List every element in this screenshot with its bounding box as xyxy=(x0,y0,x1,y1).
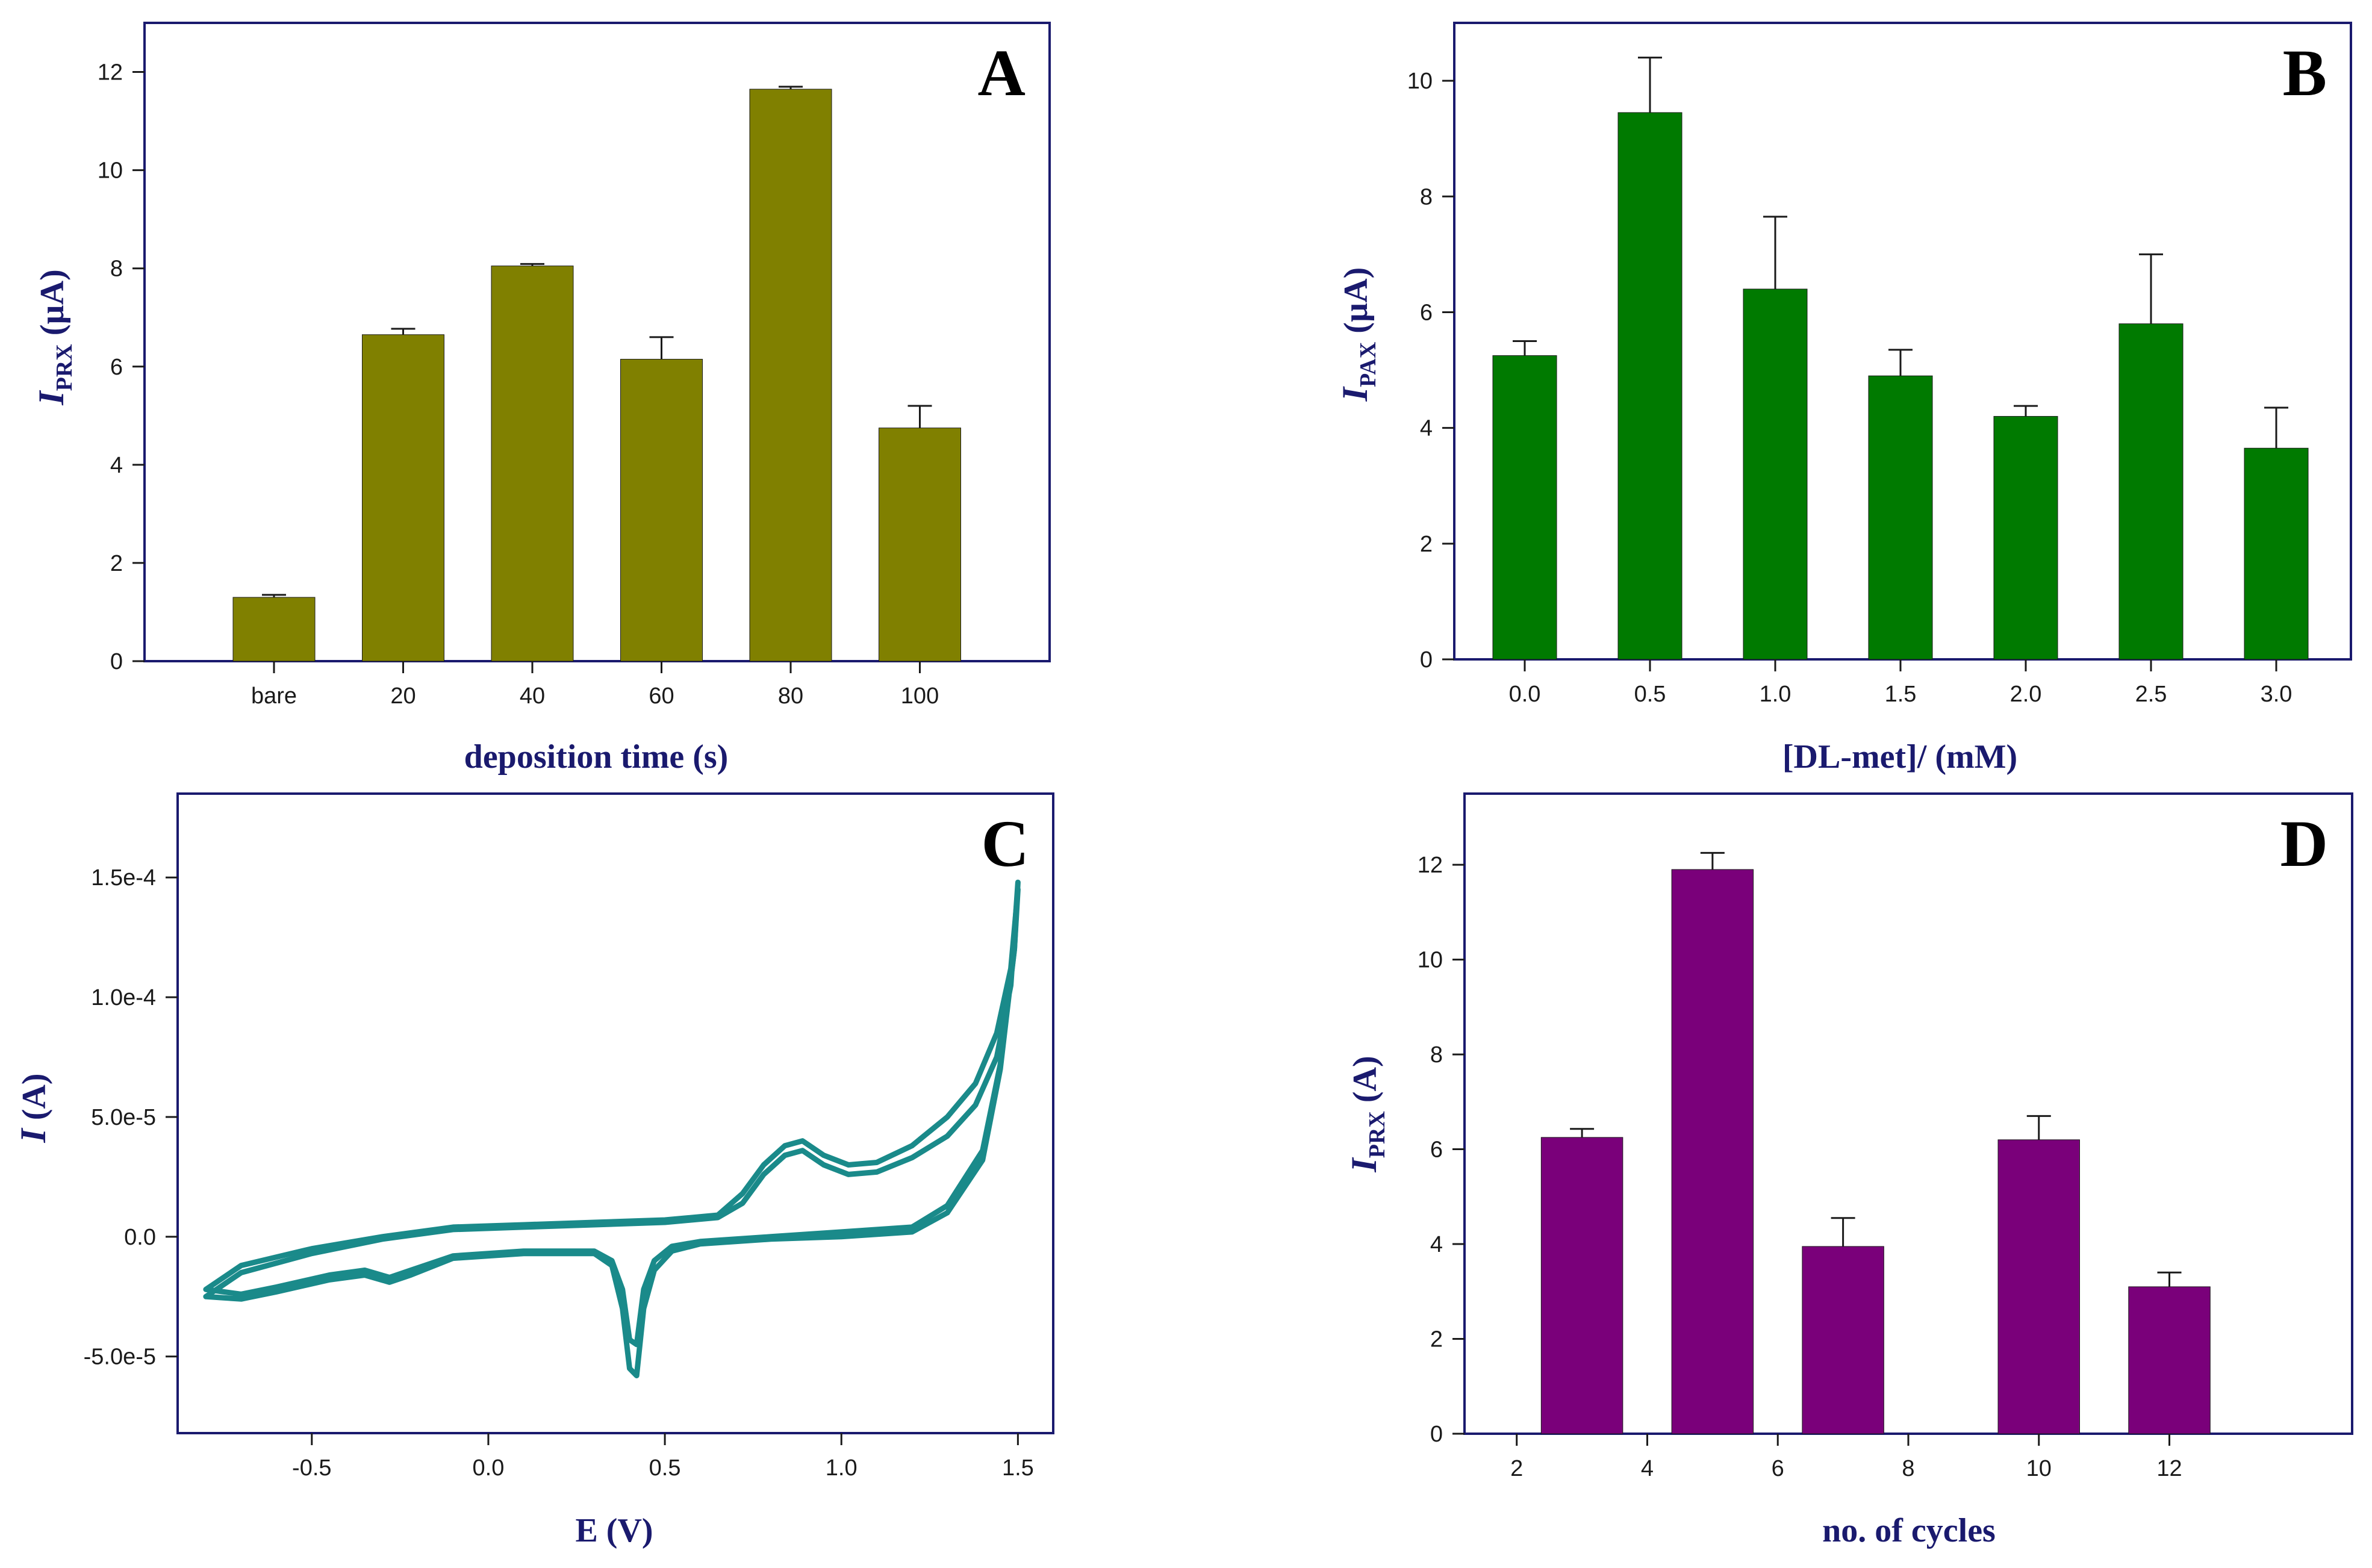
y-tick-label: 2 xyxy=(1420,532,1433,557)
bar xyxy=(1671,869,1754,1434)
x-tick-label: 80 xyxy=(778,683,803,709)
y-tick-label: 8 xyxy=(1430,1042,1443,1068)
bar xyxy=(620,359,703,662)
bar xyxy=(362,334,444,662)
y-axis-title-symbol: I xyxy=(13,1127,53,1143)
y-axis-title-subscript: PRX xyxy=(1365,1111,1390,1158)
y-tick-label: 8 xyxy=(110,257,123,282)
panel-letter: A xyxy=(978,36,1026,110)
x-tick-label: 1.0 xyxy=(1760,682,1791,707)
bar xyxy=(491,266,574,662)
x-tick-label: 0.0 xyxy=(473,1455,505,1481)
y-axis-title-unit: (µA) xyxy=(1337,267,1375,342)
bar xyxy=(1492,355,1557,660)
bar xyxy=(1743,288,1808,660)
plot-frame xyxy=(143,22,1051,662)
cv-series-line xyxy=(203,886,1021,1348)
x-tick-label: -0.5 xyxy=(292,1455,331,1481)
x-tick-label: 2.0 xyxy=(2010,682,2042,707)
y-axis-title: IPRX (µA) xyxy=(31,269,77,405)
y-axis-title-symbol: I xyxy=(1344,1157,1384,1173)
y-tick-label: 2 xyxy=(1430,1327,1443,1352)
bar xyxy=(1617,112,1683,660)
x-tick-label: 4 xyxy=(1641,1456,1654,1481)
y-tick-label: 5.0e-5 xyxy=(91,1105,156,1130)
x-tick-label: 6 xyxy=(1772,1456,1784,1481)
y-tick-label: 12 xyxy=(1418,853,1443,878)
y-tick-label: 6 xyxy=(1420,300,1433,325)
bar xyxy=(879,428,961,662)
bar xyxy=(749,89,832,662)
y-tick-label: 0 xyxy=(1420,647,1433,673)
panel-letter: D xyxy=(2280,807,2328,880)
plot-frame xyxy=(176,792,1054,1434)
bar xyxy=(232,597,316,662)
y-tick-label: 2 xyxy=(110,551,123,576)
x-tick-label: 1.5 xyxy=(1002,1455,1034,1481)
x-axis-title: E (V) xyxy=(575,1512,653,1549)
y-tick-label: 10 xyxy=(1407,69,1433,94)
y-axis-title-unit: (A) xyxy=(16,1073,53,1128)
x-tick-label: 12 xyxy=(2156,1456,2182,1481)
y-tick-label: 12 xyxy=(98,60,123,86)
panel-c: -5.0e-5 0.0 5.0e-5 1.0e-4 1.5e-4 -0.5 0.0 0.5 1.… xyxy=(13,792,1054,1549)
y-tick-label: 4 xyxy=(110,453,123,478)
panel-b: 0 2 4 6 8 10 0.0 0.5 1.0 1.5 2.0 2.5 3.0 [DL-met]/ (m… xyxy=(1335,22,2352,776)
x-tick-label: 0.5 xyxy=(649,1455,681,1481)
panel-a: 0 2 4 6 8 10 12 bare 20 40 60 80 100 deposition time … xyxy=(31,22,1051,776)
y-tick-label: 8 xyxy=(1420,184,1433,210)
y-tick-label: 0 xyxy=(1430,1422,1443,1447)
y-tick-label: 4 xyxy=(1420,416,1433,441)
y-tick-label: 4 xyxy=(1430,1232,1443,1257)
y-axis-title: I (A) xyxy=(13,1073,53,1143)
y-axis-title-unit: (A) xyxy=(1346,1056,1384,1111)
x-tick-label: 2 xyxy=(1510,1456,1523,1481)
y-tick-label: 0 xyxy=(110,649,123,674)
panel-d: 0 2 4 6 8 10 12 2 4 6 8 10 12 no. of cycles IPRX (A) D xyxy=(1344,792,2353,1549)
x-tick-label: 2.5 xyxy=(2135,682,2167,707)
y-axis-title: IPRX (A) xyxy=(1344,1056,1390,1172)
panel-letter: C xyxy=(982,807,1029,880)
bar xyxy=(1993,415,2058,660)
y-tick-label: -5.0e-5 xyxy=(84,1345,156,1370)
y-axis-title-subscript: PAX xyxy=(1356,342,1381,387)
x-tick-label: 1.5 xyxy=(1885,682,1917,707)
x-tick-label: 10 xyxy=(2026,1456,2052,1481)
y-tick-label: 6 xyxy=(110,355,123,380)
cv-series-line xyxy=(203,879,1021,1378)
y-axis-title-symbol: I xyxy=(1335,385,1375,402)
y-axis-title-symbol: I xyxy=(31,390,71,406)
y-tick-label: 10 xyxy=(98,158,123,184)
y-tick-label: 10 xyxy=(1418,948,1443,973)
x-axis-title: no. of cycles xyxy=(1822,1512,1996,1549)
bar xyxy=(2244,447,2309,660)
y-axis-title-unit: (µA) xyxy=(34,269,71,344)
y-tick-label: 1.5e-4 xyxy=(91,865,156,891)
x-tick-label: bare xyxy=(251,683,297,709)
x-tick-label: 100 xyxy=(901,683,939,709)
bar xyxy=(2128,1286,2211,1434)
bar xyxy=(2118,323,2184,660)
y-tick-label: 0.0 xyxy=(124,1225,156,1250)
y-tick-label: 1.0e-4 xyxy=(91,985,156,1010)
x-axis-title: [DL-met]/ (mM) xyxy=(1782,738,2017,776)
x-tick-label: 0.0 xyxy=(1509,682,1541,707)
x-tick-label: 20 xyxy=(390,683,416,709)
bar xyxy=(1868,375,1933,660)
x-tick-label: 3.0 xyxy=(2261,682,2293,707)
x-tick-label: 40 xyxy=(520,683,545,709)
bar xyxy=(1802,1246,1884,1434)
x-tick-label: 60 xyxy=(649,683,674,709)
y-axis-title-subscript: PRX xyxy=(52,344,77,391)
bar xyxy=(1997,1139,2081,1434)
panel-letter: B xyxy=(2283,36,2327,110)
bar xyxy=(1540,1137,1623,1434)
x-axis-title: deposition time (s) xyxy=(464,738,729,776)
x-tick-label: 1.0 xyxy=(826,1455,858,1481)
x-tick-label: 8 xyxy=(1902,1456,1914,1481)
y-axis-title: IPAX (µA) xyxy=(1335,267,1381,402)
x-tick-label: 0.5 xyxy=(1634,682,1666,707)
y-tick-label: 6 xyxy=(1430,1137,1443,1163)
